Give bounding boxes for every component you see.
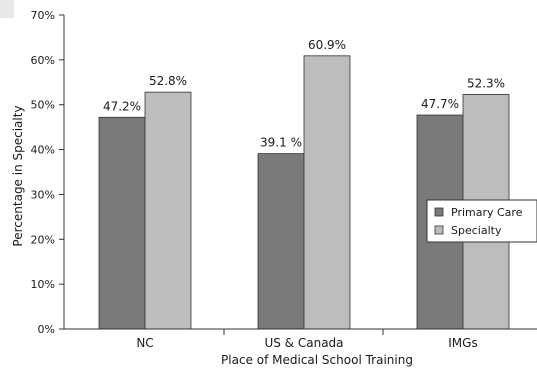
- y-tick-label: 50%: [31, 99, 55, 112]
- bar-value-label: 52.3%: [467, 76, 505, 90]
- bar-value-label: 47.2%: [103, 99, 141, 113]
- bar-specialty-0: [144, 91, 192, 330]
- y-tick-label: 70%: [31, 9, 55, 22]
- legend-label-specialty: Specialty: [451, 224, 502, 237]
- legend-swatch-primary-care: [434, 207, 444, 217]
- legend-swatch-specialty: [434, 225, 444, 235]
- y-tick-label: 40%: [31, 144, 55, 157]
- y-tick-label: 20%: [31, 233, 55, 246]
- bars-layer: [98, 55, 510, 330]
- x-tick-label: NC: [136, 336, 153, 350]
- y-tick-label: 10%: [31, 278, 55, 291]
- bar-specialty-1: [303, 55, 351, 330]
- bar-value-label: 52.8%: [149, 74, 187, 88]
- bar-value-label: 47.7%: [421, 97, 459, 111]
- bar-primary-care-1: [257, 153, 305, 330]
- y-axis-title: Percentage in Specialty: [11, 105, 25, 246]
- x-axis-title: Place of Medical School Training: [221, 353, 413, 367]
- bar-value-label: 60.9%: [308, 38, 346, 52]
- x-ticks-layer: NC US & Canada IMGs: [136, 329, 478, 350]
- corner-mark: [0, 0, 14, 18]
- y-ticks-layer: 0% 10% 20% 30% 40% 50% 60% 70%: [31, 9, 64, 336]
- y-tick-label: 60%: [31, 54, 55, 67]
- y-tick-label: 0%: [38, 323, 55, 336]
- bar-labels-layer: 47.2% 52.8% 39.1 % 60.9% 47.7% 52.3%: [103, 38, 505, 150]
- axes-layer: [63, 15, 537, 330]
- x-tick-label: IMGs: [448, 336, 477, 350]
- legend-box: [426, 199, 537, 243]
- bar-primary-care-0: [98, 116, 146, 330]
- legend-label-primary-care: Primary Care: [451, 206, 523, 219]
- x-tick-label: US & Canada: [264, 336, 343, 350]
- legend: Primary Care Specialty: [426, 199, 537, 243]
- bar-value-label: 39.1 %: [260, 136, 302, 150]
- y-tick-label: 30%: [31, 188, 55, 201]
